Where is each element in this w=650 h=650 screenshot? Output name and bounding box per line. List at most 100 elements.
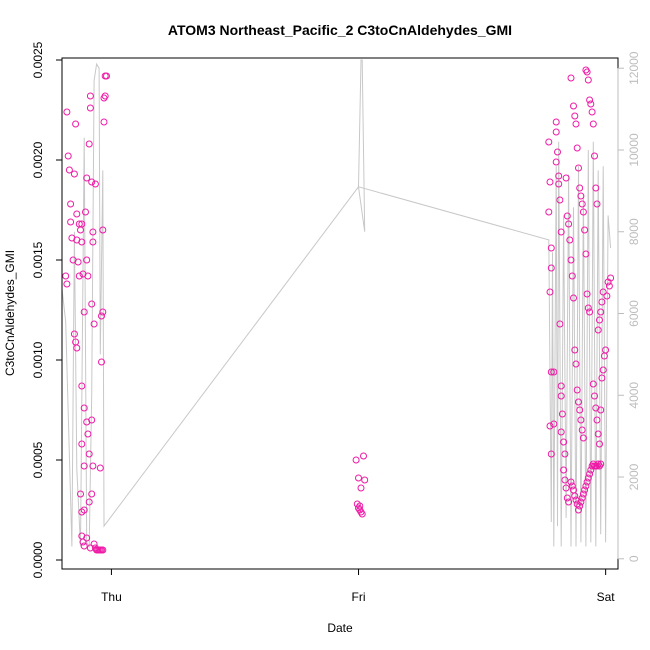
data-point [96, 464, 104, 472]
data-point [356, 502, 364, 510]
data-point [581, 226, 589, 234]
data-point [85, 450, 93, 458]
data-point [550, 368, 558, 376]
data-point [83, 534, 91, 542]
data-point [558, 410, 566, 418]
data-point [562, 484, 570, 492]
data-point [88, 178, 96, 186]
y-tick-label: 0.0015 [31, 241, 45, 278]
data-point [88, 490, 96, 498]
data-point [84, 272, 92, 280]
data-point [591, 392, 598, 400]
data-point [82, 208, 89, 216]
y2-tick-label: 10000 [627, 133, 641, 167]
data-point [552, 128, 560, 136]
data-point [557, 382, 565, 390]
point-series [62, 66, 615, 554]
chart-title: ATOM3 Northeast_Pacific_2 C3toCnAldehyde… [168, 22, 512, 38]
data-point [594, 460, 602, 468]
data-point [62, 272, 70, 280]
data-point [575, 398, 582, 406]
data-point [79, 538, 87, 546]
data-point [547, 264, 555, 272]
data-point [587, 466, 595, 474]
y-tick-label: 0.0005 [31, 441, 45, 478]
data-point [584, 304, 592, 312]
data-point [80, 308, 88, 316]
data-point [576, 184, 584, 192]
data-point [582, 482, 590, 490]
data-point [85, 498, 93, 506]
data-point [78, 220, 86, 228]
y-tick-label: 0.0000 [31, 541, 45, 578]
data-point [578, 200, 586, 208]
data-point [83, 256, 91, 264]
data-point [547, 450, 555, 458]
data-point [599, 288, 607, 296]
data-point [86, 92, 94, 100]
data-point [361, 476, 369, 484]
data-point [74, 258, 82, 266]
data-point [566, 236, 574, 244]
data-point [579, 490, 587, 498]
data-point [594, 430, 602, 438]
x-tick-label: Thu [101, 590, 122, 604]
data-point [63, 108, 71, 116]
data-point [576, 406, 584, 414]
data-point [64, 152, 72, 160]
data-point [84, 430, 92, 438]
data-point [593, 200, 601, 208]
data-point [546, 422, 554, 430]
data-point [594, 326, 602, 334]
data-point [565, 220, 573, 228]
y-tick-label: 0.0020 [31, 141, 45, 178]
data-point [103, 72, 110, 80]
data-point [592, 184, 600, 192]
data-point [85, 140, 93, 148]
data-point [80, 404, 88, 412]
data-point [556, 320, 564, 328]
data-point [586, 470, 594, 478]
data-point [552, 118, 560, 126]
data-point [70, 170, 78, 178]
data-point [568, 482, 576, 490]
data-point [88, 416, 96, 424]
data-point [596, 440, 603, 448]
data-point [576, 502, 584, 510]
data-point [598, 298, 606, 306]
data-point [571, 112, 579, 120]
data-point [73, 210, 81, 218]
data-point [593, 416, 601, 424]
line-series-path [61, 59, 612, 549]
y-tick-label: 0.0010 [31, 341, 45, 378]
data-point [575, 506, 582, 514]
data-point [583, 68, 591, 76]
data-point [573, 144, 581, 152]
data-point [572, 120, 580, 128]
data-point [561, 450, 569, 458]
data-point [577, 192, 585, 200]
data-point [567, 478, 575, 486]
data-point [355, 474, 362, 482]
y2-tick-label: 0 [627, 555, 641, 562]
data-point [547, 368, 555, 376]
data-point [578, 426, 586, 434]
data-point [360, 452, 367, 460]
data-point [557, 428, 565, 436]
data-point [578, 494, 586, 502]
secondary-y-axis: 0 2000 4000 6000 8000 10000 12000 [617, 51, 641, 562]
data-point [86, 544, 94, 552]
data-point [584, 76, 592, 84]
y2-tick-label: 12000 [627, 51, 641, 85]
data-point [98, 358, 105, 366]
line-series [61, 59, 612, 549]
data-point [80, 462, 88, 470]
data-point [570, 102, 577, 110]
data-point [78, 382, 86, 390]
data-point [65, 166, 73, 174]
data-point [571, 492, 579, 500]
data-point [89, 462, 97, 470]
data-point [570, 294, 577, 302]
data-point [579, 434, 587, 442]
